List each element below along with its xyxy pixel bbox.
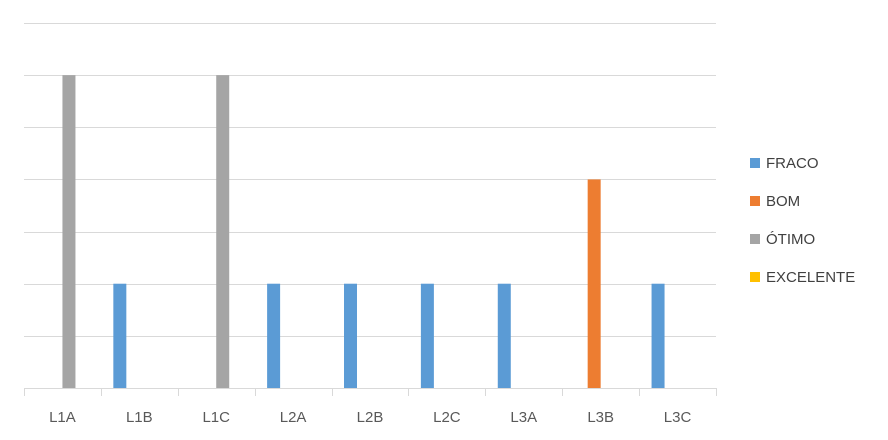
legend-label: EXCELENTE [766,269,855,286]
gridlines [24,23,716,337]
bar-l3b-bom [587,179,601,388]
x-tick-label: L3C [664,409,692,426]
bar-l3c-fraco [651,283,665,388]
legend-label: BOM [766,193,800,210]
x-tick-label: L2A [280,409,307,426]
bars [62,75,665,389]
x-tick-label: L3B [587,409,614,426]
x-tick-label: L1A [49,409,76,426]
bar-l3a-fraco [497,283,511,388]
legend-label: FRACO [766,155,819,172]
bar-l2b-fraco [344,283,357,388]
bar-l2a-fraco [267,283,281,388]
bar-l1c-ótimo [216,75,230,389]
bar-l1a-ótimo [62,75,76,389]
legend-label: ÓTIMO [766,231,815,248]
bar-l2c-fraco [420,283,434,388]
legend: FRACO BOM ÓTIMO EXCELENTE [750,155,855,286]
legend-swatch-bom [750,196,760,206]
legend-swatch-excelente [750,272,760,282]
x-tick-label: L1C [202,409,230,426]
x-tick-label: L2B [357,409,384,426]
legend-swatch-fraco [750,158,760,168]
x-tick-label: L2C [433,409,461,426]
x-axis: L1A L1B L1C L2A L2B L2C L3A L3B L3C [24,388,717,426]
bar-l1b-fraco [113,283,127,388]
x-tick-label: L1B [126,409,153,426]
x-tick-label: L3A [510,409,537,426]
legend-swatch-ótimo [750,234,760,244]
